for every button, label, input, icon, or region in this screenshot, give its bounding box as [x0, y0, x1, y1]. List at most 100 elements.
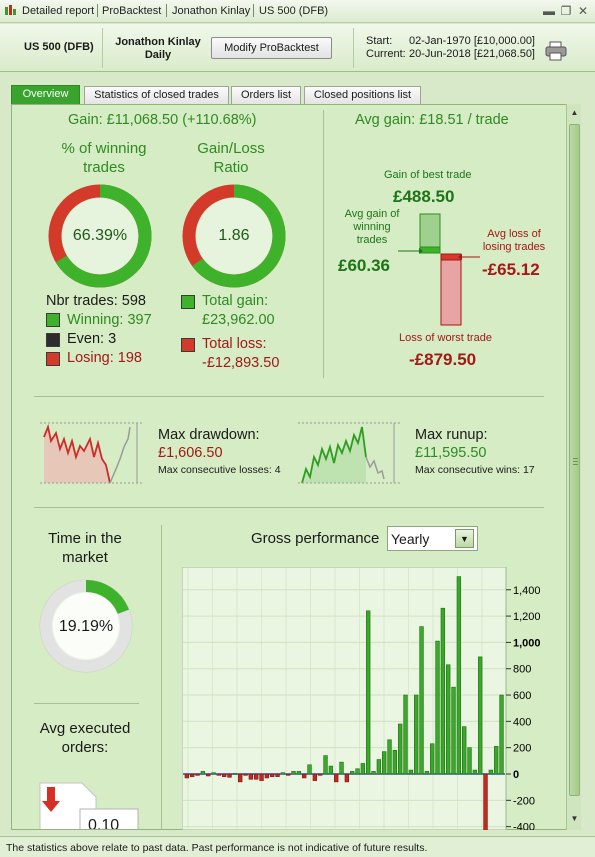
- tab-orders-list[interactable]: Orders list: [231, 86, 301, 104]
- y-tick-label: 1,200: [513, 611, 541, 623]
- nbr-trades: Nbr trades: 598: [46, 293, 146, 309]
- performance-bar: [366, 610, 371, 775]
- chevron-down-icon[interactable]: ▼: [455, 529, 474, 548]
- runup-sparkline: [298, 422, 400, 484]
- performance-bar: [238, 773, 243, 783]
- restore-icon[interactable]: ❐: [560, 4, 572, 18]
- total-loss-label: Total loss:: [202, 336, 267, 352]
- even-count: Even: 3: [67, 331, 117, 347]
- performance-bar: [334, 773, 339, 783]
- performance-bar: [184, 773, 190, 779]
- performance-bar: [483, 773, 488, 830]
- performance-bar: [312, 773, 318, 781]
- y-tick-label: 1,400: [513, 585, 541, 597]
- max-consecutive-losses: Max consecutive losses: 4: [158, 464, 281, 476]
- performance-bar: [360, 763, 366, 775]
- time-in-market-donut: [39, 579, 133, 673]
- y-tick-label: 600: [513, 690, 531, 702]
- performance-bar: [355, 768, 360, 775]
- performance-bar: [456, 576, 462, 775]
- avg-win-label: Avg gain of winning trades: [344, 208, 400, 246]
- breadcrumb-author[interactable]: Jonathon Kinlay: [172, 5, 251, 17]
- performance-bar: [227, 773, 232, 778]
- modify-probacktest-button[interactable]: Modify ProBacktest: [211, 37, 332, 59]
- tab-overview[interactable]: Overview: [11, 85, 80, 104]
- y-tick-label: 800: [513, 664, 531, 676]
- close-icon[interactable]: ✕: [577, 4, 589, 18]
- performance-bar: [243, 773, 248, 776]
- performance-bar: [430, 743, 435, 775]
- total-gain-value: £23,962.00: [202, 312, 275, 328]
- performance-bar: [264, 773, 270, 779]
- winning-count: Winning: 397: [67, 312, 152, 328]
- performance-bar: [419, 626, 424, 775]
- performance-bar: [291, 771, 296, 775]
- best-trade-value: £488.50: [393, 187, 455, 206]
- period-select[interactable]: Yearly ▼: [387, 526, 478, 551]
- performance-bar: [248, 773, 254, 780]
- performance-bar: [222, 773, 227, 777]
- y-tick-label: 400: [513, 716, 531, 728]
- performance-bar: [435, 640, 440, 775]
- vertical-scrollbar[interactable]: ▲ ▼: [566, 104, 581, 830]
- current-value: 20-Jun-2018 [£21,068.50]: [409, 48, 535, 60]
- performance-bar: [499, 694, 504, 775]
- performance-bar: [392, 750, 398, 775]
- y-tick-label: 1,000: [513, 637, 541, 649]
- disclaimer-footer: The statistics above relate to past data…: [0, 836, 595, 857]
- worst-trade-value: -£879.50: [409, 350, 477, 369]
- losing-count: Losing: 198: [67, 350, 142, 366]
- ratio-donut: [182, 184, 286, 288]
- worst-trade-label: Loss of worst trade: [399, 332, 492, 344]
- winning-swatch: [46, 313, 60, 327]
- max-runup-label: Max runup:: [415, 427, 488, 443]
- performance-bar: [190, 773, 195, 777]
- instrument-symbol: US 500 (DFB): [24, 41, 94, 53]
- avg-loss-label: Avg loss of losing trades: [482, 228, 546, 253]
- performance-bar: [232, 773, 238, 775]
- losing-swatch: [46, 352, 60, 366]
- breadcrumb-instrument[interactable]: US 500 (DFB): [259, 5, 329, 17]
- total-loss-value: -£12,893.50: [202, 355, 280, 371]
- time-in-market-value: 19.19%: [58, 618, 114, 635]
- performance-bar: [462, 726, 467, 775]
- y-tick-label: -400: [513, 822, 535, 830]
- scroll-down-icon[interactable]: ▼: [570, 814, 579, 823]
- date-range: Start: 02-Jan-1970 [£10,000.00] Current: 2…: [366, 35, 535, 61]
- performance-bar: [296, 771, 302, 775]
- breadcrumb-probacktest[interactable]: ProBacktest: [102, 5, 162, 17]
- avg-win-value: £60.36: [338, 256, 390, 275]
- performance-bar: [376, 759, 382, 775]
- performance-bar: [408, 769, 414, 775]
- scroll-up-icon[interactable]: ▲: [570, 108, 579, 117]
- performance-bar: [323, 755, 328, 775]
- start-value: 02-Jan-1970 [£10,000.00]: [409, 35, 535, 47]
- y-tick-label: 0: [513, 769, 519, 781]
- performance-bar: [206, 773, 211, 777]
- performance-bar: [339, 761, 344, 775]
- performance-bar: [403, 694, 408, 775]
- avg-trade-bars: [398, 213, 480, 326]
- breadcrumb-detailed-report[interactable]: Detailed report: [22, 5, 95, 17]
- tab-closed-positions[interactable]: Closed positions list: [304, 86, 421, 104]
- performance-bar: [440, 607, 446, 775]
- performance-bar: [200, 771, 206, 775]
- printer-icon[interactable]: [545, 41, 567, 61]
- minimize-icon[interactable]: ▬: [543, 4, 555, 18]
- max-consecutive-wins: Max consecutive wins: 17: [415, 464, 535, 476]
- period-value: Yearly: [391, 531, 430, 547]
- performance-bar: [302, 773, 307, 779]
- chart-icon: [5, 5, 16, 15]
- y-tick-label: 200: [513, 743, 531, 755]
- performance-bar: [371, 771, 376, 775]
- gross-performance-chart: 1,400 1,200 1,000 800 600 400 200 0 -200 -400: [182, 567, 541, 830]
- performance-bar: [488, 769, 494, 775]
- author-block: Jonathon Kinlay Daily: [112, 36, 204, 62]
- performance-bar: [286, 773, 291, 776]
- scroll-thumb[interactable]: [569, 124, 580, 796]
- performance-bar: [259, 773, 264, 781]
- best-trade-label: Gain of best trade: [384, 169, 472, 181]
- drawdown-sparkline: [40, 422, 142, 484]
- performance-bar: [424, 771, 430, 775]
- tab-statistics[interactable]: Statistics of closed trades: [84, 86, 229, 104]
